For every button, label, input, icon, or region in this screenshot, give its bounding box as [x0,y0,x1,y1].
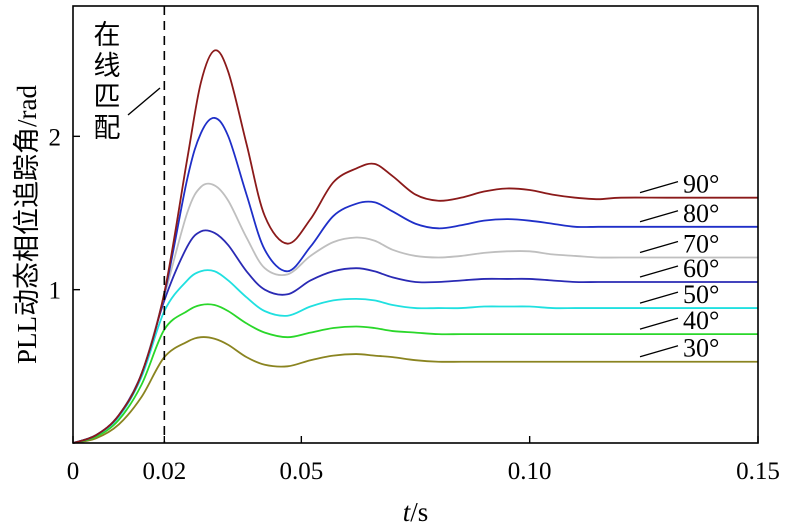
series-label: 30° [683,334,719,363]
series-label: 90° [683,170,719,199]
series-line [72,49,758,444]
series-line [72,336,758,444]
series-leader [639,317,679,330]
series-line [72,229,758,444]
series-leader [639,240,679,254]
series-leader [639,291,679,304]
x-tick-label: 0.05 [279,458,323,485]
x-axis-var: t [403,497,412,526]
series-label: 40° [683,306,719,335]
series-labels: 90°80°70°60°50°40°30° [639,170,719,363]
annotation-char: 配 [94,113,121,143]
annotation-leader [127,87,161,116]
x-axis-title: t/s [403,497,429,526]
x-tick-label: 0.10 [508,458,552,485]
x-axis-unit: /s [410,497,428,526]
series-label: 70° [683,229,719,258]
y-axis-title: PLL动态相位追踪角/rad [12,85,42,364]
plot-frame [72,5,759,444]
series-leader [639,265,679,278]
annotation-char: 在 [94,20,121,50]
y-tick-label: 1 [49,278,62,305]
series-leader [639,210,679,223]
series-label: 80° [683,199,719,228]
annotation-char: 线 [94,51,121,81]
series-line [72,182,758,444]
series-label: 60° [683,254,719,283]
x-tick-label: 0 [67,458,80,485]
series-line [72,303,758,444]
annotation-char: 匹 [94,82,121,112]
series-line [72,269,758,444]
series-leader [639,345,679,358]
series-leader [639,181,679,194]
y-tick-label: 2 [49,124,62,151]
x-tick-label: 0.02 [142,458,186,485]
series-label: 50° [683,280,719,309]
series-line [72,117,758,444]
x-tick-label: 0.15 [736,458,780,485]
axes: 0 0.02 0.05 0.10 0.15 1 2 t/s PLL动态相位追踪角/rad [12,5,780,526]
series-layer [72,49,758,444]
